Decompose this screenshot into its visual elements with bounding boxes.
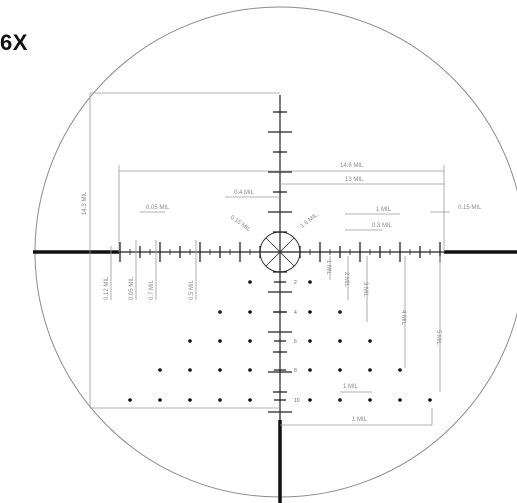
holdover-dot — [368, 339, 372, 343]
holdover-dot — [338, 368, 342, 372]
label-0-3-mil: 0.3 MIL — [372, 223, 393, 229]
label-0-12-mil: 0.12 MIL — [104, 276, 110, 300]
holdover-dot — [218, 368, 222, 372]
label-0-4-mil: 0.4 MIL — [234, 190, 255, 196]
holdover-row-number: 4 — [294, 310, 297, 316]
holdover-row-number: 10 — [294, 398, 300, 404]
holdover-dot — [248, 398, 252, 402]
holdover-dot — [248, 339, 252, 343]
holdover-dot — [338, 339, 342, 343]
holdover-dot — [308, 310, 312, 314]
holdover-dot-grid — [128, 280, 432, 402]
holdover-dot — [308, 339, 312, 343]
label-0-7-mil: 0.7 MIL — [149, 279, 155, 300]
holdover-dot — [188, 339, 192, 343]
holdover-dot — [248, 280, 252, 284]
magnification-label: 6X — [0, 30, 28, 55]
label-14-3-mil: 14.3 MIL — [82, 191, 88, 215]
holdover-dot — [248, 310, 252, 314]
holdover-dot — [398, 368, 402, 372]
label-2-mil-vertical: 2 MIL — [343, 272, 349, 288]
holdover-dot — [368, 368, 372, 372]
label-0-15-mil-diagonal: 0.15 MIL — [229, 215, 252, 234]
label-1-mil-bottom-small: 1 MIL — [343, 384, 359, 390]
label-1-6-mil-diagonal: 1.6 MIL — [300, 212, 320, 229]
label-0-5-mil: 0.5 MIL — [189, 279, 195, 300]
label-0-05-mil-top: 0.05 MIL — [146, 205, 170, 211]
label-13-mil: 13 MIL — [345, 177, 364, 183]
label-1-mil-top: 1 MIL — [376, 207, 392, 213]
holdover-row-numbers: 2 4 6 8 10 — [294, 280, 300, 404]
holdover-dot — [398, 398, 402, 402]
holdover-dot — [218, 398, 222, 402]
holdover-dot — [188, 368, 192, 372]
label-4-mil-vertical: 4 MIL — [400, 310, 406, 326]
horizontal-hash-marks — [119, 242, 441, 262]
holdover-dot — [188, 398, 192, 402]
holdover-dot — [308, 368, 312, 372]
holdover-row-number: 6 — [294, 339, 297, 345]
holdover-dot — [218, 310, 222, 314]
holdover-dot — [338, 310, 342, 314]
label-5-mil-vertical: 5 MIL — [435, 330, 441, 346]
dimension-lines — [89, 92, 450, 426]
holdover-dot — [248, 368, 252, 372]
holdover-dot — [158, 398, 162, 402]
holdover-dot — [158, 368, 162, 372]
label-3-mil-vertical: 3 MIL — [362, 282, 368, 298]
holdover-dot — [338, 398, 342, 402]
holdover-dot — [428, 398, 432, 402]
center-x-line-2 — [265, 237, 295, 267]
label-14-6-mil: 14.6 MIL — [340, 163, 364, 169]
holdover-dot — [218, 339, 222, 343]
holdover-dot — [128, 398, 132, 402]
holdover-dot — [308, 398, 312, 402]
label-1-mil-bottom-large: 1 MIL — [352, 417, 368, 423]
label-0-15-mil-right: 0.15 MIL — [458, 205, 482, 211]
holdover-dot — [308, 280, 312, 284]
holdover-row-number: 2 — [294, 280, 297, 286]
label-1-mil-vertical: 1 MIL — [325, 260, 331, 276]
label-0-05-mil-vertical: 0.05 MIL — [129, 276, 135, 300]
holdover-dot — [368, 398, 372, 402]
holdover-row-number: 8 — [294, 368, 297, 374]
